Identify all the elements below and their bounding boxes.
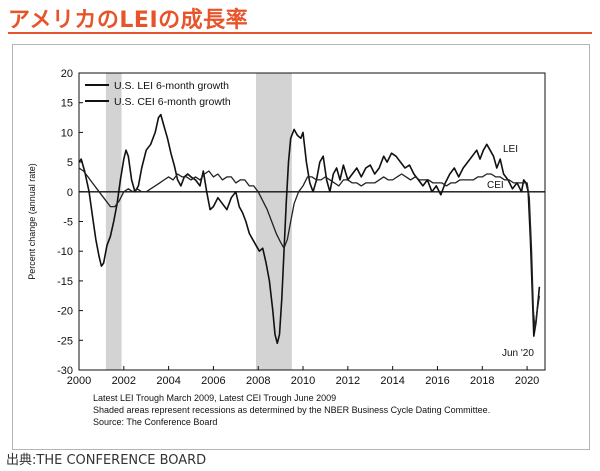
y-tick-label: -15 (57, 276, 73, 288)
annotation-lei: LEI (503, 144, 518, 155)
annotation-jun-20: Jun '20 (502, 348, 534, 359)
x-tick-label: 2010 (291, 375, 315, 387)
x-tick-label: 2000 (67, 375, 91, 387)
title-underline (8, 32, 592, 34)
y-tick-label: -20 (57, 306, 73, 318)
y-tick-label: 5 (67, 157, 73, 169)
legend-label-lei: U.S. LEI 6-month growth (114, 80, 229, 92)
footnote-recessions: Shaded areas represent recessions as det… (93, 405, 490, 415)
annotation-cei: CEI (487, 180, 504, 191)
y-tick-label: -10 (57, 246, 73, 258)
y-tick-label: -25 (57, 335, 73, 347)
series-lines (78, 113, 541, 345)
recession-shading (105, 73, 292, 370)
x-tick-label: 2018 (470, 375, 494, 387)
legend: U.S. LEI 6-month growth U.S. CEI 6-month… (85, 80, 231, 108)
y-axis-ticks: 20 15 10 5 0 -5 -10 -15 -20 -25 -30 (57, 68, 83, 377)
x-axis-ticks: 2000 2002 2004 2006 2008 2010 2012 2014 2016 2018… (67, 366, 539, 387)
x-tick-label: 2002 (112, 375, 136, 387)
series-line-cei (78, 167, 541, 330)
page-title: アメリカのLEIの成長率 (8, 8, 249, 33)
footnote-source: Source: The Conference Board (93, 417, 217, 427)
y-tick-label: 20 (61, 68, 73, 80)
y-axis-label: Percent change (annual rate) (27, 163, 37, 280)
x-tick-label: 2004 (156, 375, 180, 387)
x-tick-label: 2008 (246, 375, 270, 387)
chart-frame: 20 15 10 5 0 -5 -10 -15 -20 -25 -30 2000 2002 2004 20… (12, 44, 590, 450)
y-tick-label: 0 (67, 187, 73, 199)
y-tick-label: -30 (57, 365, 73, 377)
y-tick-label: 10 (61, 127, 73, 139)
footnote-trough: Latest LEI Trough March 2009, Latest CEI… (93, 393, 336, 403)
legend-label-cei: U.S. CEI 6-month growth (114, 96, 231, 108)
y-tick-label: 15 (61, 98, 73, 110)
plot-area-border (78, 72, 546, 371)
x-tick-label: 2020 (515, 375, 539, 387)
source-credit: 出典:THE CONFERENCE BOARD (6, 453, 207, 468)
x-tick-label: 2016 (425, 375, 449, 387)
x-tick-label: 2012 (336, 375, 360, 387)
series-line-lei (78, 113, 541, 345)
y-tick-label: -5 (63, 217, 73, 229)
x-tick-label: 2014 (380, 375, 404, 387)
x-tick-label: 2006 (201, 375, 225, 387)
